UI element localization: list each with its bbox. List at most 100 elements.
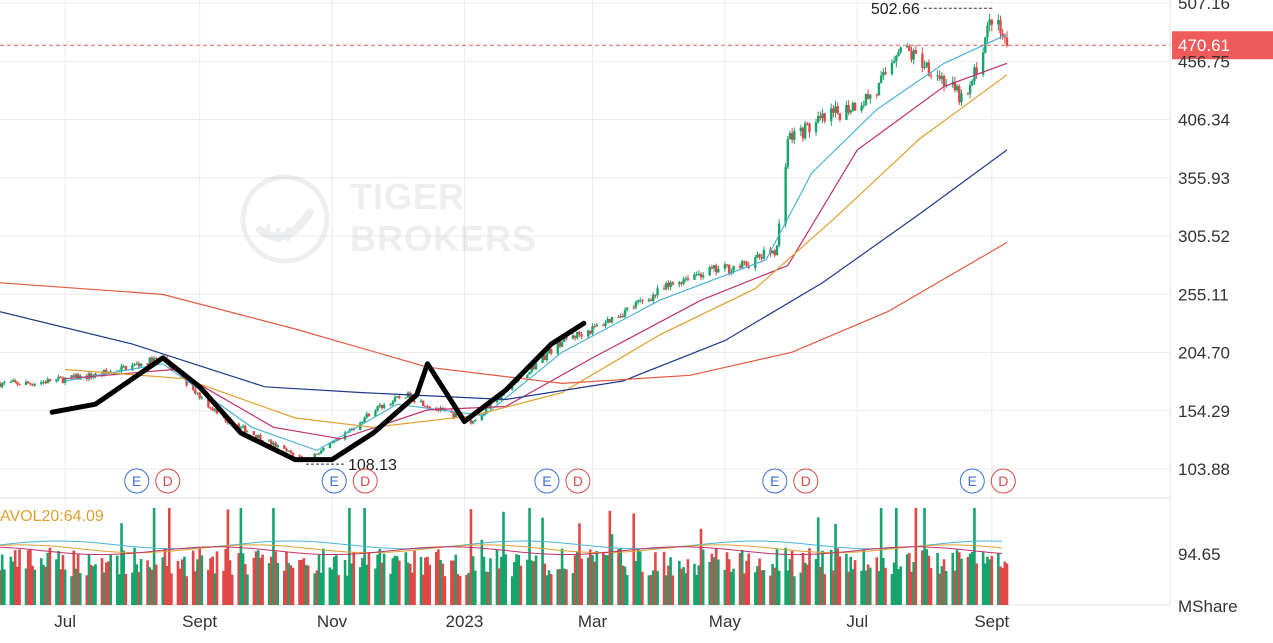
volume-bar [777, 570, 781, 605]
candle-body [13, 380, 17, 382]
volume-bar [723, 569, 727, 605]
candle-body [16, 381, 19, 385]
candle-body [884, 72, 887, 75]
volume-bar [196, 559, 199, 605]
candle-body [474, 419, 477, 422]
volume-bar [424, 557, 427, 605]
volume-bar [46, 552, 50, 605]
volume-bar [747, 553, 751, 605]
candle-body [986, 25, 989, 38]
volume-bar [376, 554, 379, 605]
candle-body [57, 376, 60, 380]
candle-body [526, 374, 529, 379]
volume-bar [875, 557, 879, 605]
volume-bar [3, 569, 6, 605]
candle-body [608, 319, 612, 323]
candle-body [376, 406, 379, 411]
candle-body [545, 353, 549, 361]
volume-bar [957, 552, 961, 605]
candle-body [589, 330, 592, 334]
candle-body [198, 392, 201, 399]
volume-bar [335, 555, 338, 605]
volume-bar [801, 552, 805, 605]
candle-body [684, 278, 688, 280]
volume-bar [771, 563, 774, 605]
candle-body [832, 108, 835, 113]
candle-body [725, 264, 729, 266]
earnings-D-badge [990, 468, 1016, 494]
candle-body [70, 375, 73, 378]
candle-body [914, 50, 918, 54]
volume-bar [467, 572, 471, 605]
candle-body [754, 257, 757, 268]
candle-body [662, 288, 666, 290]
volume-bar [200, 555, 204, 605]
volume-bar [743, 573, 746, 605]
candle-body [908, 45, 911, 52]
candle-body [923, 66, 926, 68]
volume-bar [884, 567, 887, 605]
candle-body [489, 402, 492, 409]
volume-bar [428, 564, 432, 605]
candle-body [563, 335, 566, 342]
candle-body [665, 283, 668, 290]
candle-body [300, 456, 303, 458]
volume-bar [228, 560, 232, 605]
volume-bar [682, 567, 685, 605]
candle-body [33, 384, 36, 386]
earnings-E-label: E [542, 473, 551, 489]
candle-body [558, 340, 562, 347]
volume-bar [738, 552, 742, 605]
volume-bar [927, 555, 931, 605]
volume-bar [699, 528, 703, 605]
current-price-label: 470.61 [1178, 36, 1230, 55]
volume-tick-label: 94.65 [1178, 545, 1221, 564]
volume-bar [473, 570, 477, 605]
candle-body [741, 261, 744, 268]
volume-bar [76, 554, 80, 605]
volume-bar [762, 570, 766, 605]
volume-bar [450, 560, 453, 605]
candle-body [109, 371, 112, 373]
volume-bar [289, 565, 293, 605]
candle-body [973, 67, 976, 82]
volume-bar [695, 574, 698, 605]
volume-bar [352, 552, 356, 605]
volume-bar [194, 571, 197, 605]
volume-bars [0, 508, 1009, 605]
earnings-D-badge [793, 468, 819, 494]
tiger-brokers-watermark: TIGER BROKERS [238, 172, 538, 267]
candle-body [298, 455, 301, 457]
candle-body [838, 113, 842, 120]
volume-bar [471, 556, 475, 605]
candle-body [738, 265, 742, 268]
candle-body [617, 316, 620, 318]
candle-body [560, 341, 564, 347]
volume-bar [960, 558, 963, 605]
candle-body [823, 113, 826, 122]
candle-body [530, 365, 533, 372]
volume-bar [389, 573, 392, 605]
candle-body [890, 62, 894, 75]
candle-body [94, 373, 97, 377]
volume-bar [942, 559, 946, 605]
candle-body [927, 62, 931, 76]
volume-bar [313, 573, 316, 605]
volume-bar [910, 571, 913, 605]
candle-body [441, 407, 444, 409]
volume-bar [345, 575, 349, 605]
candle-body [682, 279, 685, 284]
candle-body [988, 19, 991, 26]
volume-bar [575, 551, 579, 605]
volume-bar [621, 565, 625, 605]
volume-bar [836, 548, 840, 605]
volume-bar [838, 556, 842, 605]
volume-bar [799, 572, 803, 605]
